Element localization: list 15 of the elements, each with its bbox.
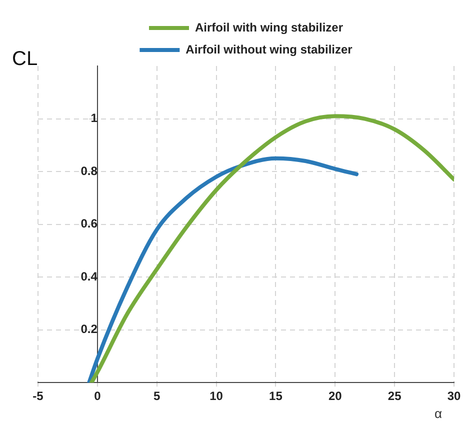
y-tick-label: 0.6 [80, 216, 98, 231]
x-tick-label: 25 [388, 389, 402, 404]
x-tick-label: 0 [94, 389, 102, 404]
x-tick-label: -5 [32, 389, 44, 404]
x-tick-label: 30 [447, 389, 461, 404]
y-axis-title: CL [12, 48, 38, 71]
y-tick-label: 0.2 [80, 322, 98, 336]
legend-label: Airfoil without wing stabilizer [186, 42, 353, 56]
x-axis-title: α [434, 406, 442, 421]
x-tick-label: 10 [210, 389, 224, 404]
x-tick-label: 20 [328, 389, 342, 404]
x-tick-label: 5 [154, 389, 161, 404]
y-tick-label: 0.8 [80, 164, 98, 178]
x-tick-label: 15 [269, 389, 283, 404]
legend-label: Airfoil with wing stabilizer [194, 20, 344, 34]
